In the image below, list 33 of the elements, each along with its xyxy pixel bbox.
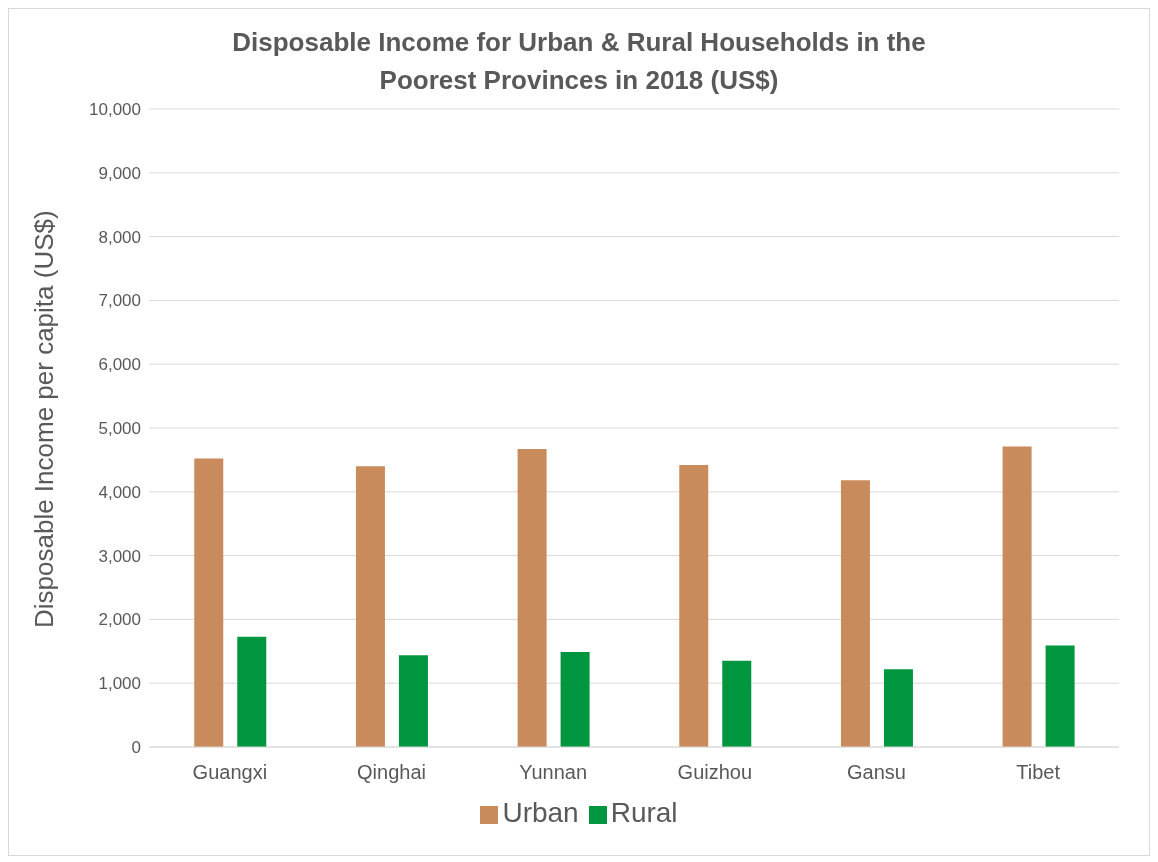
bar [355,466,385,747]
bar [1002,446,1032,747]
bar [560,651,590,747]
y-axis-title: Disposable Income per capita (US$) [29,210,60,628]
x-tick-label: Guangxi [192,761,268,784]
x-tick-label: Yunnan [519,761,588,784]
x-tick-label: Guizhou [677,761,753,784]
y-tick-label: 3,000 [98,546,141,566]
y-tick-label: 9,000 [98,163,141,183]
y-tick-label: 0 [131,738,141,758]
bar [679,465,709,747]
legend-label: Rural [610,797,678,828]
x-tick-label: Qinghai [357,761,426,784]
chart-title: Disposable Income for Urban & Rural Households in the Poorest Provinces in 2018 (US$) [231,26,927,97]
bar [1045,645,1075,747]
y-tick-label: 2,000 [98,610,141,630]
y-tick-label: 8,000 [98,227,141,247]
x-tick-label: Tibet [1016,761,1061,784]
x-tick-label: Gansu [847,761,906,784]
bar [398,655,428,747]
bar [883,669,913,747]
y-tick-label: 4,000 [98,482,141,502]
y-tick-label: 7,000 [98,291,141,311]
legend-label: Urban [502,797,579,828]
y-tick-label: 10,000 [89,100,141,120]
y-tick-label: 1,000 [98,674,141,694]
y-tick-label: 6,000 [98,355,141,375]
bar [237,636,267,747]
bar [840,480,870,747]
bar [194,458,224,747]
y-tick-label: 5,000 [98,419,141,439]
bar [517,449,547,747]
bar [722,660,752,747]
